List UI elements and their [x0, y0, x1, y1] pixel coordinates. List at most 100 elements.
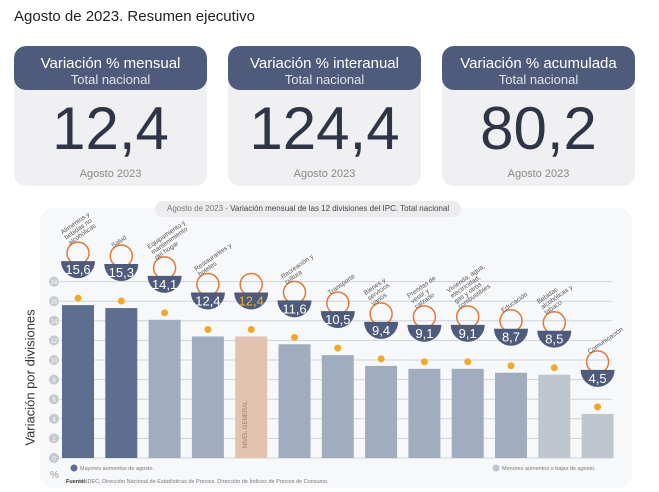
- chart-title: Agosto de 2023 - Variación mensual de la…: [155, 201, 462, 217]
- source-text: INDEC, Dirección Nacional de Estadística…: [82, 478, 329, 485]
- card-monthly: Variación % mensual Total nacional 12,4 A…: [14, 46, 207, 186]
- y-tick-label: 18: [51, 280, 58, 286]
- value-badge: [147, 275, 182, 293]
- card-value: 80,2: [480, 95, 597, 162]
- bar: [321, 355, 354, 458]
- bar-marker: [291, 333, 298, 341]
- legend-swatch-low: [492, 464, 500, 472]
- y-tick-label: 6: [52, 398, 56, 404]
- y-tick-marker: [49, 276, 59, 287]
- value-label: 15,3: [109, 265, 134, 280]
- value-badge: [320, 311, 355, 329]
- y-tick-marker: [49, 355, 59, 365]
- value-label: 10,5: [325, 312, 350, 327]
- bar-marker: [464, 358, 472, 366]
- value-label: 8,5: [545, 332, 563, 347]
- source-label: Fuente:: [66, 479, 86, 485]
- bar: [365, 365, 398, 458]
- bar: [278, 344, 311, 458]
- value-badge: [104, 264, 139, 282]
- y-tick-label: 2: [52, 437, 56, 443]
- bar-marker: [117, 297, 125, 305]
- bar: [408, 368, 441, 458]
- value-label: 12,4: [239, 293, 264, 308]
- y-tick-marker: [49, 315, 59, 326]
- y-tick-label: 8: [52, 378, 56, 384]
- chart-title-date: Agosto de 2023 -: [167, 204, 231, 213]
- card-subtitle: Total nacional: [284, 72, 365, 87]
- card-title: Variación % acumulada: [460, 55, 617, 72]
- card-subtitle: Total nacional: [70, 72, 151, 87]
- y-tick-label: 0: [52, 457, 56, 463]
- bar: [191, 336, 224, 458]
- value-label: 11,6: [282, 301, 306, 316]
- bar: [235, 336, 268, 458]
- y-tick-marker: [49, 453, 59, 463]
- legend-swatch-high: [70, 464, 78, 472]
- bar: [495, 372, 527, 458]
- bar-marker: [550, 364, 558, 372]
- card-footer: Agosto 2023: [293, 168, 356, 180]
- y-tick-marker: [49, 296, 59, 307]
- y-unit: %: [50, 470, 59, 481]
- y-tick-label: 16: [51, 300, 58, 306]
- bar-marker: [507, 362, 515, 370]
- y-tick-marker: [49, 413, 59, 424]
- chart-title-text: Variación mensual de las 12 divisiones d…: [230, 204, 450, 213]
- value-label: 12,4: [195, 293, 220, 308]
- bar: [62, 305, 94, 458]
- bar: [538, 374, 571, 458]
- value-label: 15,6: [65, 262, 90, 277]
- bar-marker: [161, 309, 169, 317]
- value-badge: [494, 328, 528, 346]
- bar-marker: [247, 325, 255, 333]
- bar-marker: [420, 358, 428, 366]
- y-tick-marker: [49, 374, 59, 385]
- value-badge: [190, 292, 225, 310]
- value-label: 9,1: [459, 326, 477, 341]
- y-tick-label: 14: [51, 319, 58, 325]
- value-badge: [277, 300, 312, 318]
- value-badge: [364, 321, 399, 339]
- y-tick-label: 4: [52, 417, 56, 423]
- bar: [451, 368, 484, 458]
- value-badge: [580, 369, 615, 387]
- value-label: 4,5: [589, 371, 607, 386]
- division-icon: [239, 272, 263, 297]
- card-footer: Agosto 2023: [79, 168, 142, 180]
- bar-marker: [204, 325, 212, 333]
- value-badge: [407, 324, 442, 342]
- value-label: 9,4: [372, 323, 390, 338]
- y-tick-label: 12: [51, 339, 58, 345]
- legend-low: Menores aumentos o bajas de agosto.: [502, 466, 596, 472]
- page-title: Agosto de 2023. Resumen ejecutivo: [14, 8, 255, 25]
- card-subtitle: Total nacional: [498, 72, 579, 87]
- value-label: 9,1: [415, 326, 433, 341]
- value-badge: [234, 292, 269, 310]
- category-label: Salud: [110, 234, 128, 249]
- value-label: 8,7: [502, 330, 520, 345]
- y-tick-marker: [49, 433, 59, 444]
- bar: [581, 413, 614, 458]
- card-accumulated: Variación % acumulada Total nacional 80,2…: [442, 46, 635, 186]
- value-badge: [537, 330, 572, 348]
- bar: [148, 319, 181, 458]
- bar-marker: [334, 344, 342, 352]
- card-value: 12,4: [52, 95, 169, 162]
- y-tick-label: 10: [51, 359, 58, 365]
- card-footer: Agosto 2023: [507, 168, 570, 180]
- value-badge: [450, 324, 485, 342]
- y-tick-marker: [49, 394, 59, 405]
- legend-high: Mayores aumentos de agosto.: [80, 466, 154, 472]
- bar-marker: [377, 355, 385, 363]
- card-title: Variación % mensual: [40, 55, 181, 72]
- value-badge: [61, 261, 95, 279]
- card-value: 124,4: [249, 95, 400, 162]
- bar-marker: [74, 294, 82, 302]
- y-tick-marker: [49, 335, 59, 346]
- bar: [105, 308, 138, 458]
- card-title: Variación % interanual: [250, 55, 399, 72]
- category-label: NIVEL GENERAL: [243, 400, 249, 448]
- value-label: 14,1: [152, 277, 177, 292]
